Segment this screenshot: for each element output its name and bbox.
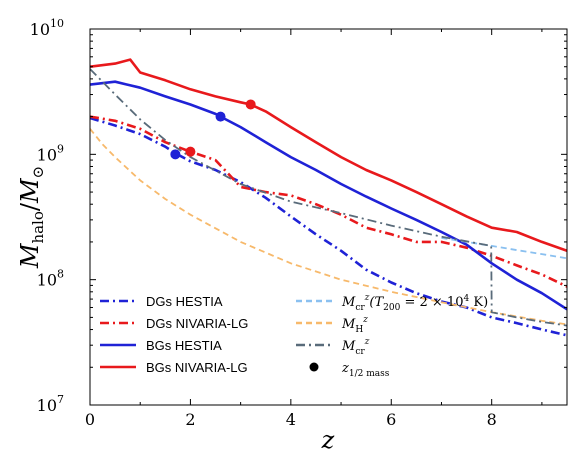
y-tick-label: 108: [37, 268, 64, 290]
series-line-bgs_hestia: [90, 80, 567, 311]
y-tick-label: 107: [37, 393, 64, 415]
series-line-dgs_nivaria: [90, 115, 567, 288]
series-layer: [90, 58, 567, 337]
legend-right-label-1: MHz: [341, 315, 368, 335]
legend-left-label-2: BGs HESTIA: [146, 338, 222, 353]
series-line-mh: [90, 128, 567, 326]
half-mass-point-2: [215, 111, 226, 122]
x-tick-label: 2: [185, 410, 195, 429]
legend-right-label-3: z1/2 mass: [341, 361, 390, 379]
x-tick-label: 8: [487, 410, 497, 429]
y-tick-label: 109: [37, 142, 64, 164]
plot-frame: [89, 28, 568, 406]
legend-left-label-3: BGs NIVARIA-LG: [146, 360, 248, 375]
axis-ticks: 0 2 4 6 8 107 108 109 1010: [30, 17, 567, 429]
x-tick-label: 6: [386, 410, 396, 429]
y-tick-label: 1010: [30, 17, 64, 39]
y-axis-label: Mhalo/M⊙: [16, 166, 47, 269]
series-line-mcr: [90, 68, 567, 327]
half-mass-point-1: [185, 146, 196, 157]
series-line-dgs_hestia: [90, 116, 567, 337]
legend-right-label-0: Mcrz(T200 = 2 × 104 K): [341, 293, 488, 313]
x-axis-label: z: [321, 426, 335, 454]
legend-left-label-1: DGs NIVARIA-LG: [146, 316, 248, 331]
legend-right-label-2: Mcrz: [341, 337, 370, 357]
half-mass-point-3: [245, 99, 256, 110]
legend-right-3-marker: [309, 362, 319, 372]
half-mass-points: [170, 99, 256, 160]
svg-text:Mhalo/M⊙: Mhalo/M⊙: [16, 166, 47, 269]
x-tick-label: 4: [286, 410, 296, 429]
x-tick-label: 0: [85, 410, 95, 429]
half-mass-point-0: [170, 149, 181, 160]
legend-left-label-0: DGs HESTIA: [146, 294, 223, 309]
series-line-bgs_nivaria: [90, 58, 567, 253]
legend: DGs HESTIA DGs NIVARIA-LG BGs HESTIA BGs NI…: [100, 293, 488, 379]
